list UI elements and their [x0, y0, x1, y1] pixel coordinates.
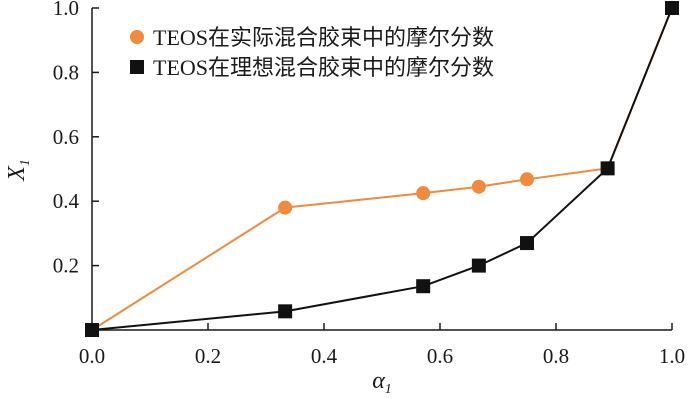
x-tick-label: 0.4 — [311, 344, 338, 368]
legend-marker-2 — [130, 60, 144, 74]
x-tick-label: 0.6 — [427, 344, 453, 368]
y-tick-label: 0.8 — [53, 60, 79, 84]
series-2-point — [278, 304, 293, 319]
x-tick-label: 1.0 — [659, 344, 685, 368]
series-1-point — [471, 179, 486, 194]
series-2-point — [85, 323, 99, 337]
series-1-point — [520, 172, 534, 187]
y-tick-label: 0.4 — [53, 189, 80, 213]
series-2-point — [600, 161, 615, 176]
legend-label-2: TEOS在理想混合胶束中的摩尔分数 — [153, 55, 494, 80]
series-2-point — [665, 1, 679, 15]
legend: TEOS在实际混合胶束中的摩尔分数 TEOS在理想混合胶束中的摩尔分数 — [130, 25, 494, 80]
series-2-point — [471, 258, 486, 273]
y-tick-label: 1.0 — [53, 0, 79, 20]
legend-label-1: TEOS在实际混合胶束中的摩尔分数 — [153, 25, 494, 50]
ticks: 0.0 0.2 0.4 0.6 0.8 1.0 0.2 0.4 0.6 0.8 1.0 — [53, 0, 685, 368]
y-tick-label: 0.6 — [53, 125, 79, 149]
axes — [91, 8, 672, 331]
x-tick-label: 0.2 — [195, 344, 221, 368]
y-tick-label: 0.2 — [53, 254, 79, 278]
series-2-point — [520, 236, 534, 251]
x-tick-label: 0.0 — [79, 344, 105, 368]
legend-marker-1 — [130, 30, 144, 44]
series-1-point — [278, 200, 293, 215]
series-1-point — [416, 186, 431, 201]
series-2-point — [416, 279, 431, 294]
x-axis-title: α1 — [372, 368, 392, 397]
series-markers — [85, 1, 679, 337]
y-axis-title: X1 — [4, 159, 33, 182]
x-tick-label: 0.8 — [543, 344, 569, 368]
